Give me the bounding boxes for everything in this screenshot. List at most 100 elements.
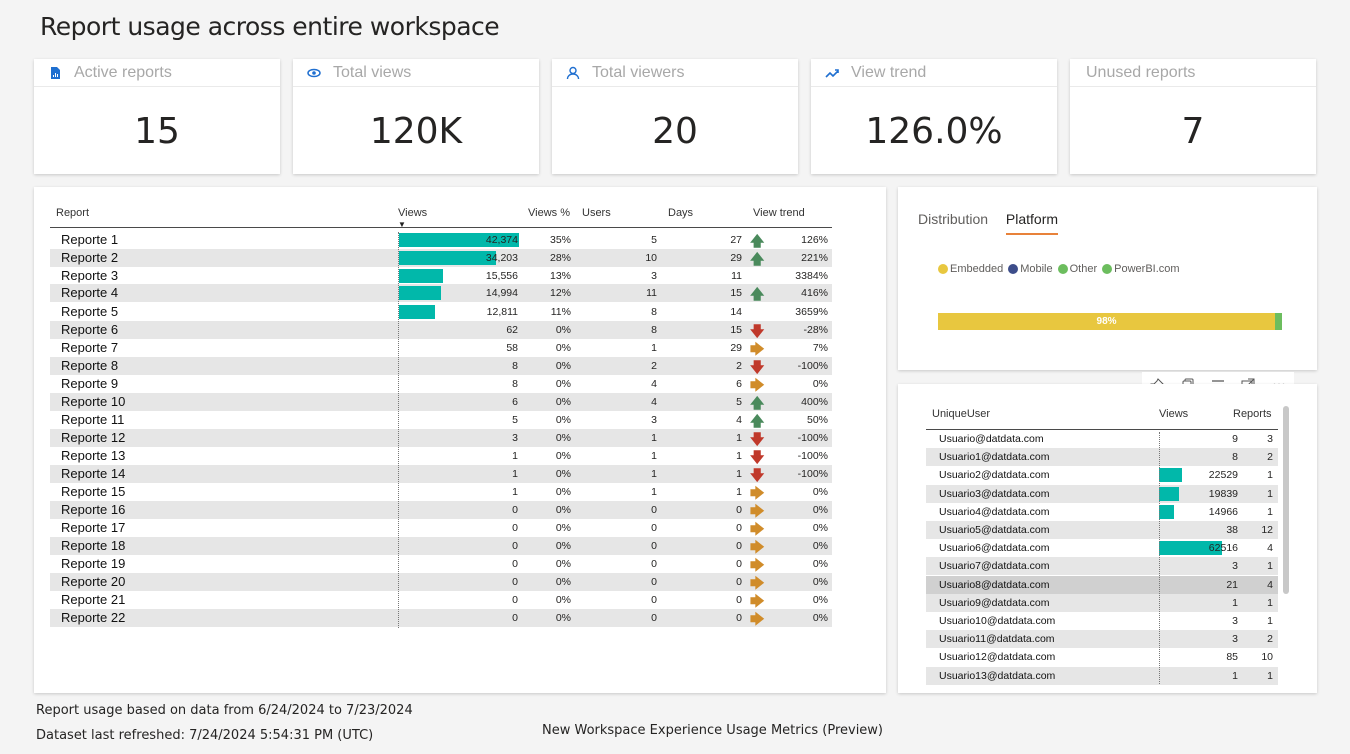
table-row[interactable]: Reporte 8 8 0% 2 2 🡇 -100%	[50, 357, 832, 375]
report-name[interactable]: Reporte 20	[61, 574, 126, 589]
unique-users-table[interactable]: UniqueUser Views Reports Usuario@datdata…	[898, 384, 1317, 693]
kpi-card-view-trend[interactable]: View trend 126.0%	[811, 59, 1057, 174]
user-email[interactable]: Usuario11@datdata.com	[939, 633, 1055, 646]
legend-item-embedded[interactable]: Embedded	[938, 263, 1003, 275]
table-row[interactable]: Reporte 7 58 0% 1 29 🡆 7%	[50, 339, 832, 357]
table-row[interactable]: Usuario13@datdata.com 1 1	[926, 666, 1278, 685]
table-row[interactable]: Reporte 21 0 0% 0 0 🡆 0%	[50, 591, 832, 609]
table-row[interactable]: Reporte 17 0 0% 0 0 🡆 0%	[50, 519, 832, 537]
report-name[interactable]: Reporte 15	[61, 484, 126, 499]
table-row[interactable]: Reporte 11 5 0% 3 4 🡅 50%	[50, 411, 832, 429]
legend-item-mobile[interactable]: Mobile	[1008, 263, 1053, 275]
vertical-scrollbar[interactable]	[1283, 406, 1289, 594]
table-row[interactable]: Usuario4@datdata.com 14966 1	[926, 503, 1278, 521]
user-email[interactable]: Usuario@datdata.com	[939, 433, 1044, 445]
user-email[interactable]: Usuario8@datdata.com	[939, 578, 1050, 591]
table-row[interactable]: Reporte 4 14,994 12% 11 15 🡅 416%	[50, 284, 832, 302]
user-email[interactable]: Usuario6@datdata.com	[939, 542, 1050, 555]
table-row[interactable]: Reporte 16 0 0% 0 0 🡆 0%	[50, 501, 832, 519]
table-row[interactable]: Reporte 3 15,556 13% 3 11 3384%	[50, 267, 832, 285]
table-row[interactable]: Usuario5@datdata.com 38 12	[926, 521, 1278, 539]
table-row[interactable]: Usuario1@datdata.com 8 2	[926, 448, 1278, 467]
col-header-views[interactable]: Views	[1159, 408, 1189, 420]
table-row[interactable]: Usuario@datdata.com 9 3	[926, 430, 1278, 448]
user-email[interactable]: Usuario7@datdata.com	[939, 560, 1050, 573]
report-name[interactable]: Reporte 21	[61, 592, 126, 607]
report-name[interactable]: Reporte 18	[61, 538, 126, 553]
table-row[interactable]: Usuario10@datdata.com 3 1	[926, 612, 1278, 630]
report-name[interactable]: Reporte 11	[61, 412, 125, 427]
users-value: 0	[651, 522, 657, 534]
user-email[interactable]: Usuario1@datdata.com	[939, 451, 1050, 464]
table-row[interactable]: Usuario12@datdata.com 85 10	[926, 648, 1278, 666]
table-row[interactable]: Reporte 6 62 0% 8 15 🡇 -28%	[50, 321, 832, 339]
user-email[interactable]: Usuario3@datdata.com	[939, 487, 1050, 500]
kpi-card-total-views[interactable]: Total views 120K	[293, 59, 539, 174]
table-row[interactable]: Reporte 9 8 0% 4 6 🡆 0%	[50, 375, 832, 393]
bar-segment-embedded[interactable]: 98%	[938, 313, 1276, 330]
tab-platform[interactable]: Platform	[1005, 211, 1059, 235]
kpi-card-total-viewers[interactable]: Total viewers 20	[552, 59, 798, 174]
report-name[interactable]: Reporte 8	[61, 358, 119, 373]
report-name[interactable]: Reporte 14	[61, 466, 126, 481]
report-name[interactable]: Reporte 17	[61, 520, 126, 535]
user-email[interactable]: Usuario9@datdata.com	[939, 596, 1050, 609]
report-name[interactable]: Reporte 9	[61, 376, 119, 391]
table-row[interactable]: Usuario3@datdata.com 19839 1	[926, 484, 1278, 503]
report-name[interactable]: Reporte 19	[61, 556, 126, 571]
bar-segment-other[interactable]	[1275, 313, 1282, 330]
col-header-days[interactable]: Days	[668, 207, 694, 219]
table-row[interactable]: Usuario7@datdata.com 3 1	[926, 557, 1278, 576]
platform-stacked-bar[interactable]: 98%	[938, 313, 1282, 330]
col-header-view-trend[interactable]: View trend	[753, 207, 805, 219]
table-row[interactable]: Reporte 22 0 0% 0 0 🡆 0%	[50, 609, 832, 627]
table-row[interactable]: Usuario6@datdata.com 62516 4	[926, 539, 1278, 557]
user-email[interactable]: Usuario10@datdata.com	[939, 615, 1056, 627]
table-row[interactable]: Reporte 19 0 0% 0 0 🡆 0%	[50, 555, 832, 573]
user-email[interactable]: Usuario13@datdata.com	[939, 669, 1056, 682]
table-row[interactable]: Usuario9@datdata.com 1 1	[926, 593, 1278, 612]
table-row[interactable]: Reporte 20 0 0% 0 0 🡆 0%	[50, 573, 832, 591]
kpi-card-active-reports[interactable]: Active reports 15	[34, 59, 280, 174]
table-row[interactable]: Reporte 2 34,203 28% 10 29 🡅 221%	[50, 249, 832, 267]
col-header-views-pct[interactable]: Views %	[528, 207, 570, 219]
table-row[interactable]: Reporte 5 12,811 11% 8 14 3659%	[50, 303, 832, 321]
table-row[interactable]: Usuario8@datdata.com 21 4	[926, 575, 1278, 594]
user-email[interactable]: Usuario4@datdata.com	[939, 505, 1050, 518]
report-usage-table[interactable]: Report Views ▼ Views % Users Days View t…	[34, 187, 886, 693]
table-row[interactable]: Reporte 15 1 0% 1 1 🡆 0%	[50, 483, 832, 501]
user-email[interactable]: Usuario5@datdata.com	[939, 524, 1050, 536]
table-row[interactable]: Reporte 13 1 0% 1 1 🡇 -100%	[50, 447, 832, 465]
table-row[interactable]: Reporte 12 3 0% 1 1 🡇 -100%	[50, 429, 832, 447]
report-name[interactable]: Reporte 16	[61, 502, 126, 517]
table-row[interactable]: Reporte 1 42,374 35% 5 27 🡅 126%	[50, 231, 832, 249]
legend-item-powerbi[interactable]: PowerBI.com	[1102, 263, 1180, 275]
tab-distribution[interactable]: Distribution	[918, 211, 989, 227]
col-header-unique-user[interactable]: UniqueUser	[932, 408, 991, 420]
user-email[interactable]: Usuario2@datdata.com	[939, 469, 1050, 482]
col-header-views[interactable]: Views	[398, 207, 428, 219]
col-header-reports[interactable]: Reports	[1233, 408, 1272, 420]
table-row[interactable]: Reporte 18 0 0% 0 0 🡆 0%	[50, 537, 832, 555]
report-name[interactable]: Reporte 2	[61, 250, 119, 265]
report-name[interactable]: Reporte 10	[61, 394, 126, 409]
user-email[interactable]: Usuario12@datdata.com	[939, 651, 1056, 664]
report-name[interactable]: Reporte 4	[61, 285, 119, 300]
distribution-card[interactable]: Distribution Platform Embedded Mobile Ot…	[898, 187, 1317, 370]
report-name[interactable]: Reporte 3	[61, 268, 119, 283]
report-name[interactable]: Reporte 12	[61, 430, 126, 445]
col-header-report[interactable]: Report	[56, 207, 90, 219]
report-name[interactable]: Reporte 7	[61, 340, 119, 355]
report-name[interactable]: Reporte 5	[61, 304, 119, 319]
report-name[interactable]: Reporte 13	[61, 448, 126, 463]
report-name[interactable]: Reporte 1	[61, 232, 119, 247]
legend-item-other[interactable]: Other	[1057, 263, 1097, 275]
report-name[interactable]: Reporte 6	[61, 322, 119, 337]
table-row[interactable]: Usuario2@datdata.com 22529 1	[926, 466, 1278, 484]
col-header-users[interactable]: Users	[582, 207, 611, 219]
table-row[interactable]: Reporte 10 6 0% 4 5 🡅 400%	[50, 393, 832, 411]
table-row[interactable]: Reporte 14 1 0% 1 1 🡇 -100%	[50, 465, 832, 483]
table-row[interactable]: Usuario11@datdata.com 3 2	[926, 630, 1278, 649]
kpi-card-unused-reports[interactable]: Unused reports 7	[1070, 59, 1316, 174]
report-name[interactable]: Reporte 22	[61, 610, 126, 625]
